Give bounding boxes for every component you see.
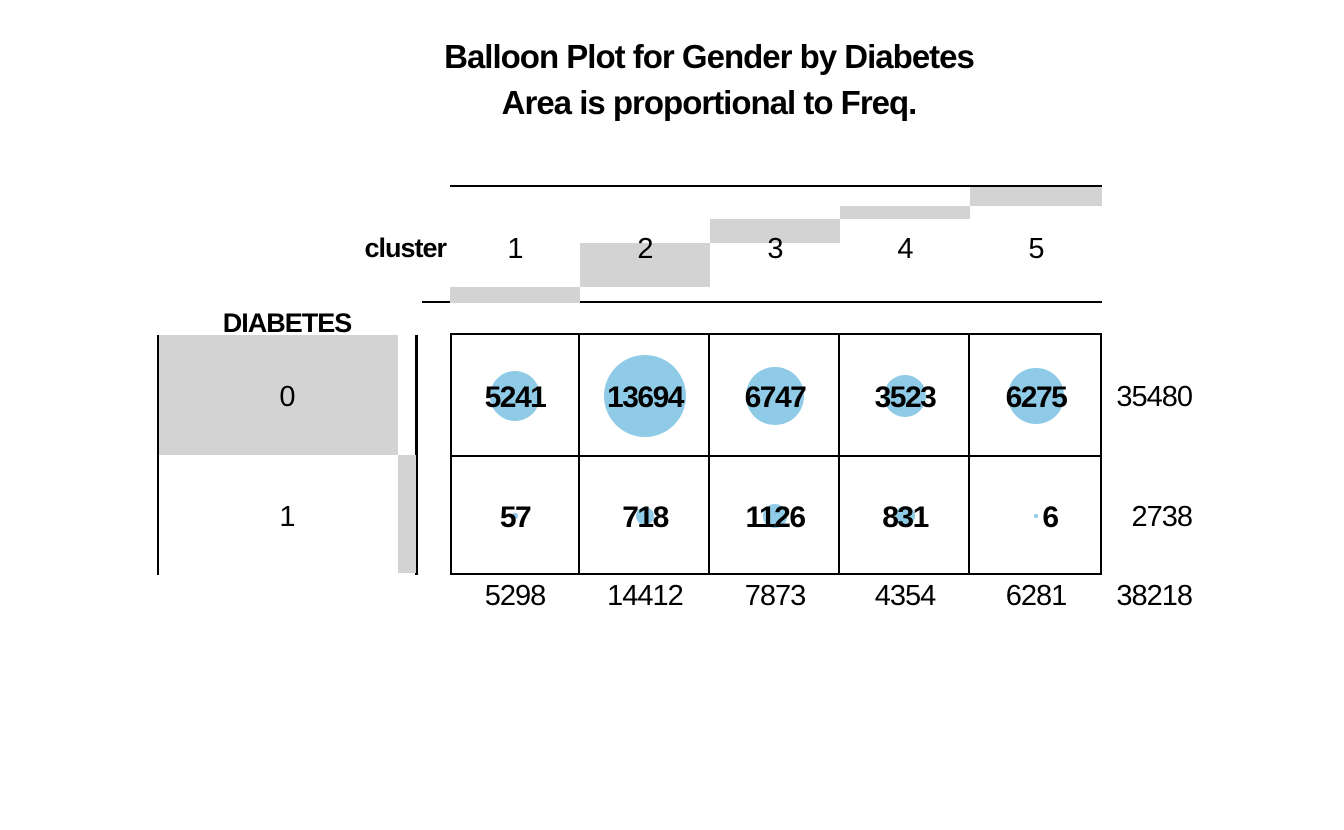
cell-value: 1126 [745, 501, 806, 534]
balloon [1034, 514, 1038, 518]
cell-value: 5241 [484, 381, 547, 414]
chart-title-line2: Area is proportional to Freq. [501, 84, 918, 121]
column-margin-bar [840, 206, 970, 220]
row-margin-bar [397, 455, 416, 573]
chart-title-line1: Balloon Plot for Gender by Diabetes [444, 38, 975, 75]
grid-vline [578, 335, 580, 573]
column-margin-bar [580, 243, 710, 287]
balloon [512, 513, 518, 519]
balloon [894, 505, 916, 527]
table-grid [450, 333, 1102, 575]
column-header-bottom-rule [422, 301, 1102, 303]
row-label-left-line [157, 335, 159, 575]
column-margin-bar [710, 219, 840, 244]
column-total: 4354 [874, 580, 937, 612]
column-label: 1 [507, 233, 523, 265]
cell-value: 13694 [607, 381, 684, 414]
grid-vline [838, 335, 840, 573]
grid-hline [452, 455, 1100, 457]
row-label-right-line [415, 335, 418, 575]
grand-total: 38218 [1116, 580, 1193, 612]
balloon [884, 375, 926, 417]
column-label: 2 [637, 233, 653, 265]
column-variable-label: cluster [364, 233, 447, 263]
balloon [635, 506, 655, 526]
column-label: 4 [897, 233, 913, 265]
cell-value: 831 [882, 501, 929, 534]
cell-value: 6 [1042, 501, 1059, 534]
row-label: 0 [279, 381, 295, 413]
balloon [1008, 368, 1064, 424]
column-label: 5 [1028, 233, 1044, 265]
balloon [604, 355, 686, 437]
chart-title-block: Balloon Plot for Gender by Diabetes Area… [369, 34, 1049, 126]
balloon [489, 370, 541, 422]
balloon [763, 504, 787, 528]
row-total: 35480 [1116, 381, 1193, 413]
grid-vline [708, 335, 710, 573]
column-margin-bar [970, 187, 1102, 207]
column-margin-bar [450, 286, 580, 303]
column-label: 3 [767, 233, 783, 265]
cell-value: 57 [499, 501, 532, 534]
balloon [746, 367, 804, 425]
row-variable-label: DIABETES [222, 308, 353, 338]
column-total: 6281 [1005, 580, 1068, 612]
row-total: 2738 [1131, 501, 1193, 533]
cell-value: 6747 [744, 381, 807, 414]
row-label: 1 [279, 501, 295, 533]
column-header-top-rule [450, 185, 1102, 187]
column-total: 7873 [744, 580, 807, 612]
cell-value: 3523 [874, 381, 937, 414]
column-total: 5298 [484, 580, 547, 612]
cell-value: 6275 [1005, 381, 1068, 414]
cell-value: 718 [622, 501, 669, 534]
row-margin-bar [159, 335, 398, 455]
column-total: 14412 [607, 580, 684, 612]
grid-vline [968, 335, 970, 573]
